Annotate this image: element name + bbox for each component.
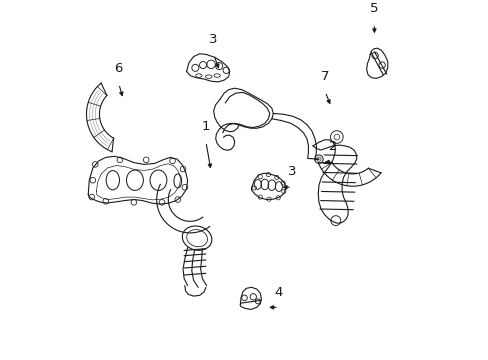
Text: 1: 1 [201,120,210,133]
Text: 6: 6 [114,62,122,75]
Text: 3: 3 [209,33,217,46]
Text: 3: 3 [287,166,296,179]
Text: 5: 5 [369,2,378,15]
Text: 7: 7 [320,70,329,83]
Text: 4: 4 [274,285,283,298]
Text: 2: 2 [328,140,337,153]
